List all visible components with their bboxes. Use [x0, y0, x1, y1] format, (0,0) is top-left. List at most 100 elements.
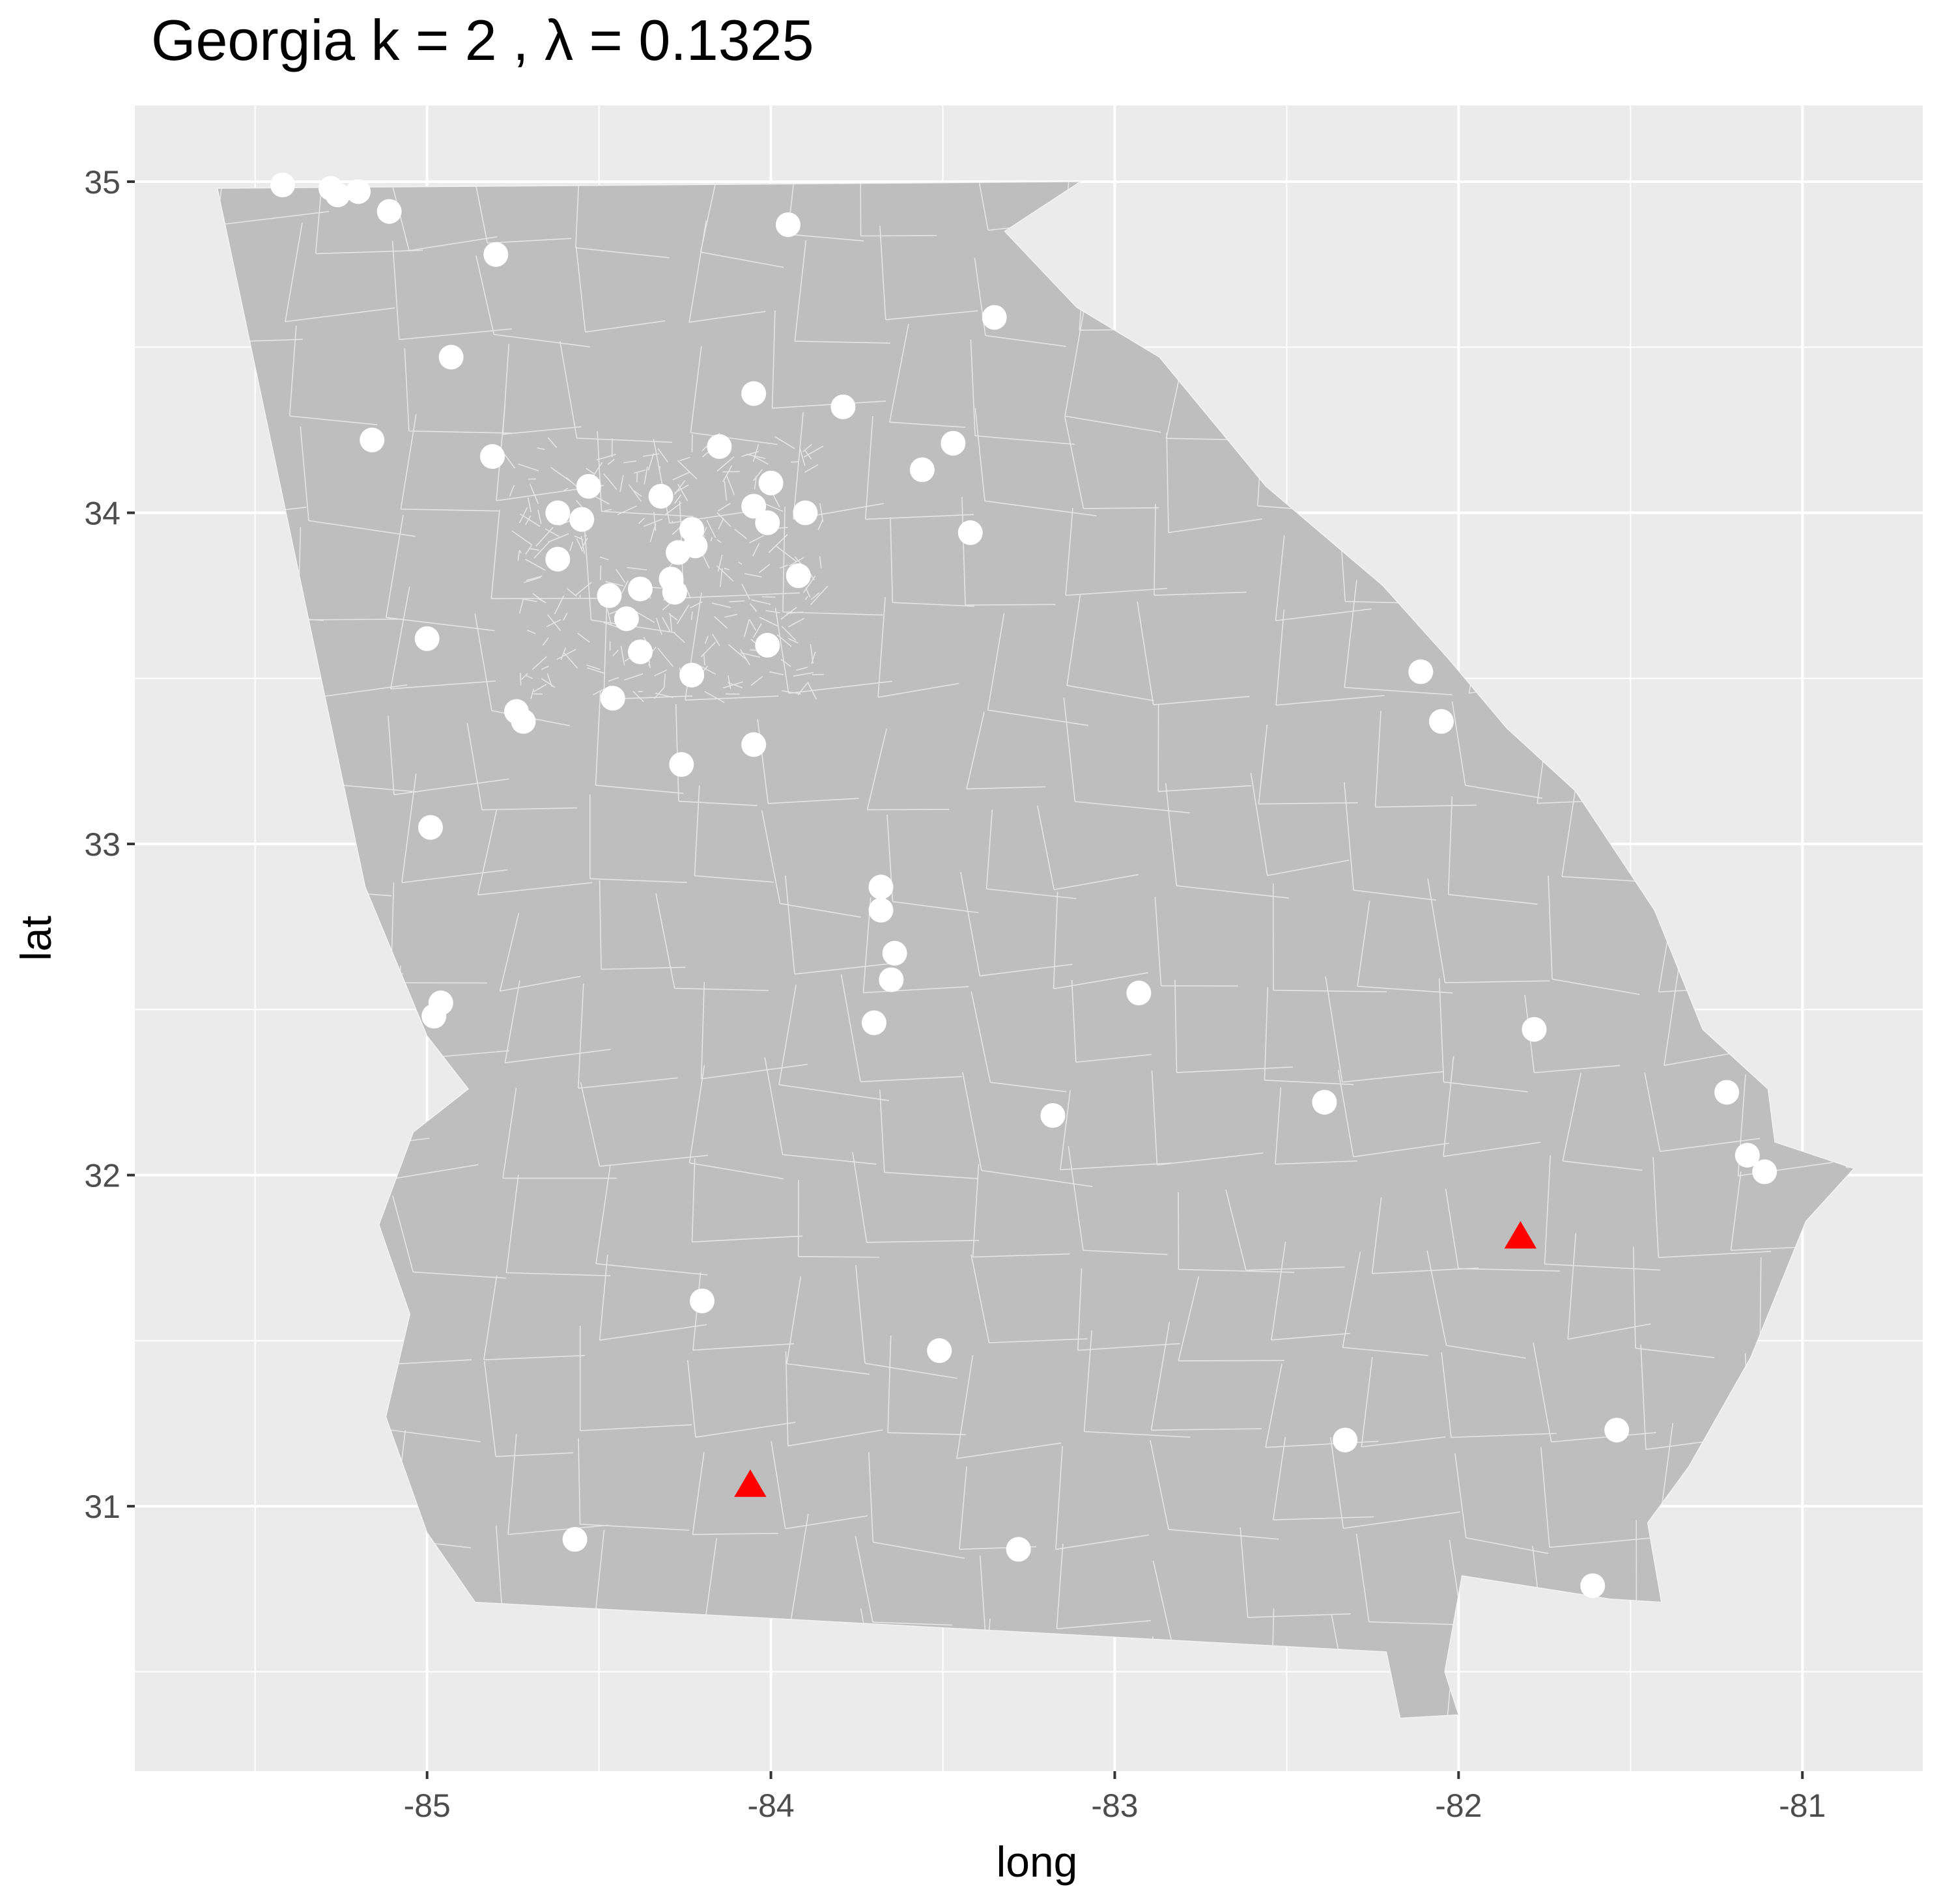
metro-boundary [653, 511, 657, 531]
location-point [648, 484, 673, 509]
metro-boundary [724, 481, 728, 501]
y-tick-label: 34 [84, 496, 120, 532]
metro-boundary [702, 527, 707, 536]
point-layer [270, 173, 1777, 1599]
metro-boundary [752, 623, 762, 638]
metro-boundary [781, 626, 797, 641]
metro-boundary [545, 528, 559, 537]
metro-boundary [711, 602, 731, 608]
metro-boundary [649, 524, 657, 542]
metro-boundary [819, 556, 822, 568]
location-point [957, 520, 983, 546]
location-point [690, 1288, 715, 1313]
metro-boundary [684, 584, 692, 599]
metro-boundary [621, 580, 629, 595]
metro-boundary [593, 495, 610, 505]
y-tick-label: 35 [84, 164, 120, 201]
metro-boundary [520, 598, 537, 602]
location-point [741, 381, 767, 406]
location-point [1333, 1427, 1358, 1453]
metro-boundary [647, 453, 655, 471]
metro-boundary [700, 641, 716, 658]
metro-boundary [530, 688, 535, 699]
metro-boundary [759, 617, 778, 627]
metro-boundary [529, 548, 539, 551]
x-tick-label: -84 [747, 1787, 794, 1824]
metro-boundary [636, 472, 638, 483]
metro-boundary [677, 460, 698, 480]
metro-boundary [727, 675, 731, 690]
x-tick-label: -83 [1091, 1787, 1138, 1824]
metro-boundary [524, 576, 541, 583]
metro-boundary [531, 656, 548, 670]
location-point [879, 967, 904, 992]
metro-boundary [619, 475, 624, 492]
metro-boundary [728, 644, 748, 661]
metro-boundary [782, 690, 801, 695]
metro-boundary [749, 619, 757, 631]
metro-boundary [710, 537, 713, 542]
metro-boundary [518, 507, 528, 524]
metro-boundary [718, 518, 724, 529]
metro-boundary [724, 613, 738, 618]
metro-boundary [537, 447, 545, 451]
metro-boundary [703, 654, 705, 665]
location-point [1580, 1573, 1606, 1599]
location-point [868, 875, 894, 900]
metro-boundary [586, 664, 601, 670]
metro-boundary [535, 527, 554, 547]
location-point [1604, 1418, 1630, 1443]
metro-boundary [504, 454, 516, 469]
y-tick-label: 32 [84, 1158, 120, 1194]
location-point [1752, 1159, 1777, 1184]
metro-boundary [787, 617, 804, 628]
metro-boundary [606, 609, 612, 626]
metro-boundary [716, 539, 722, 543]
metro-boundary [623, 460, 637, 464]
metro-boundary [753, 456, 769, 465]
metro-boundary [657, 448, 668, 463]
location-point [868, 897, 894, 923]
location-point [679, 662, 705, 688]
metro-boundary [527, 630, 536, 634]
metro-boundary [576, 538, 584, 552]
metro-boundary [525, 545, 532, 555]
metro-boundary [563, 612, 568, 621]
location-point [741, 494, 767, 519]
metro-boundary [769, 671, 784, 675]
location-point [882, 940, 907, 966]
metro-boundary [509, 484, 515, 497]
location-point [597, 583, 622, 608]
metro-boundary [817, 519, 823, 531]
metro-boundary [780, 606, 797, 620]
metro-boundary [593, 462, 603, 477]
metro-boundary [657, 647, 674, 667]
metro-boundary [752, 443, 759, 462]
metro-boundary [542, 637, 549, 646]
location-point [1428, 708, 1454, 734]
metro-boundary [676, 604, 690, 624]
metro-boundary [704, 691, 725, 703]
metro-boundary [526, 576, 543, 581]
metro-boundary [704, 636, 709, 644]
metro-boundary [537, 598, 546, 604]
center-triangle-marker [734, 1469, 767, 1497]
metro-boundary [804, 450, 812, 460]
metro-boundary [620, 645, 625, 665]
metro-boundary [624, 673, 644, 681]
metro-boundary [616, 568, 626, 583]
metro-boundary [754, 476, 758, 490]
metro-boundary [612, 649, 619, 657]
metro-boundary [729, 600, 745, 603]
location-point [511, 708, 536, 734]
location-point [545, 500, 571, 525]
metro-boundary [672, 471, 690, 481]
location-point [627, 576, 653, 602]
metro-boundary [533, 541, 550, 559]
location-point [627, 639, 653, 665]
metro-boundary [580, 536, 586, 554]
metro-boundary [520, 673, 528, 680]
metro-boundary [674, 494, 682, 504]
metro-boundary [765, 609, 780, 613]
